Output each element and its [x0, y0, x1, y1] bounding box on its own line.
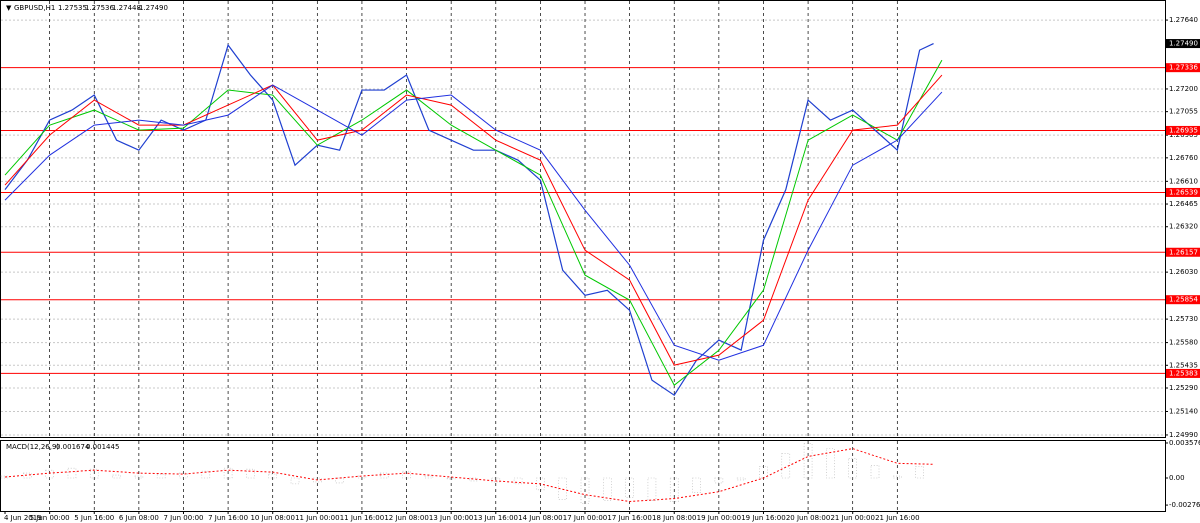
- x-tick-label: 19 Jun 16:00: [741, 514, 785, 522]
- y-tick-label: 0.00: [1169, 474, 1185, 482]
- macd-title: MACD(12,26,9): [6, 443, 59, 451]
- symbol-arrow: ▼: [6, 4, 12, 12]
- macd-value: 0.001674: [56, 443, 90, 451]
- macd-value: 0.001445: [86, 443, 119, 451]
- level-label: 1.25383: [1169, 369, 1198, 377]
- x-tick-label: 13 Jun 16:00: [474, 514, 518, 522]
- macd-bar: [848, 458, 857, 479]
- level-label: 1.26935: [1169, 126, 1198, 134]
- x-tick-label: 21 Jun 16:00: [875, 514, 919, 522]
- macd-bar: [870, 464, 880, 479]
- macd-bar: [826, 448, 835, 479]
- x-tick-label: 7 Jun 16:00: [208, 514, 248, 522]
- macd-bar: [45, 469, 54, 479]
- macd-bar: [893, 475, 902, 479]
- level-label-box: [1166, 63, 1200, 73]
- x-tick-label: 17 Jun 16:00: [607, 514, 651, 522]
- macd-bar: [759, 465, 768, 479]
- macd-bar: [669, 477, 679, 502]
- y-tick-label: 1.25435: [1169, 361, 1198, 369]
- macd-bar: [625, 477, 634, 498]
- last-price-label: 1.27490: [1169, 40, 1198, 48]
- macd-bar: [469, 477, 478, 482]
- x-tick-label: 21 Jun 00:00: [830, 514, 874, 522]
- last-price-box: [1166, 39, 1200, 49]
- level-label-box: [1166, 247, 1200, 257]
- x-tick-label: 13 Jun 00:00: [429, 514, 473, 522]
- y-tick-label: 1.27640: [1169, 16, 1198, 24]
- x-tick-label: 19 Jun 00:00: [697, 514, 741, 522]
- level-label: 1.27336: [1169, 64, 1198, 72]
- macd-bar: [446, 477, 456, 480]
- macd-bar: [0, 475, 10, 479]
- price-line: [4, 43, 934, 397]
- x-tick-label: 4 Jun 2019: [4, 514, 42, 522]
- macd-bar: [134, 475, 144, 479]
- x-tick-label: 20 Jun 08:00: [786, 514, 830, 522]
- x-tick-label: 14 Jun 08:00: [518, 514, 562, 522]
- x-tick-label: 12 Jun 08:00: [384, 514, 428, 522]
- y-tick-label: 1.27055: [1169, 108, 1198, 116]
- price-line: [4, 74, 943, 366]
- macd-bar: [379, 472, 389, 479]
- y-tick-label: 0.003576: [1169, 439, 1200, 447]
- macd-bar: [915, 465, 924, 479]
- chart-title: GBPUSD,H1: [14, 4, 55, 12]
- y-tick-label: 1.24990: [1169, 431, 1198, 439]
- ohlc-value: 1.27490: [139, 4, 168, 12]
- x-tick-label: 6 Jun 08:00: [119, 514, 159, 522]
- signal-line: [4, 448, 934, 503]
- y-tick-label: 1.25730: [1169, 315, 1198, 323]
- x-tick-label: 11 Jun 00:00: [295, 514, 339, 522]
- x-tick-label: 17 Jun 00:00: [563, 514, 607, 522]
- y-tick-label: 1.25140: [1169, 407, 1198, 415]
- macd-bar: [402, 470, 411, 479]
- level-label-box: [1166, 125, 1200, 135]
- macd-bar: [603, 477, 612, 501]
- x-tick-label: 11 Jun 16:00: [340, 514, 384, 522]
- y-tick-label: 1.26760: [1169, 154, 1198, 162]
- macd-bar: [357, 475, 367, 479]
- macd-bar: [23, 472, 32, 479]
- level-label-box: [1166, 187, 1200, 197]
- y-tick-label: 1.26905: [1169, 131, 1198, 139]
- y-tick-label: 1.25290: [1169, 384, 1198, 392]
- y-tick-label: 1.26320: [1169, 223, 1198, 231]
- x-tick-label: 18 Jun 08:00: [652, 514, 696, 522]
- x-tick-label: 5 Jun 00:00: [30, 514, 70, 522]
- macd-bar: [112, 474, 121, 479]
- macd-bar: [335, 477, 344, 484]
- level-label-box: [1166, 295, 1200, 305]
- macd-bar: [714, 477, 724, 484]
- macd-bar: [201, 470, 211, 479]
- ohlc-value: 1.27448: [112, 4, 141, 12]
- price-panel: [0, 0, 1166, 438]
- x-tick-label: 5 Jun 16:00: [74, 514, 114, 522]
- x-tick-label: 7 Jun 00:00: [163, 514, 203, 522]
- ohlc-value: 1.27536: [85, 4, 114, 12]
- macd-panel: [0, 440, 1166, 512]
- macd-bar: [803, 443, 813, 479]
- y-tick-label: 1.26465: [1169, 200, 1198, 208]
- level-label: 1.26157: [1169, 248, 1198, 256]
- level-label: 1.26539: [1169, 188, 1198, 196]
- macd-bar: [424, 475, 434, 479]
- level-label-box: [1166, 368, 1200, 378]
- y-tick-label: 1.27200: [1169, 85, 1198, 93]
- y-tick-label: 1.26610: [1169, 177, 1198, 185]
- x-tick-label: 10 Jun 08:00: [250, 514, 294, 522]
- macd-bar: [647, 477, 657, 501]
- ohlc-value: 1.27535: [58, 4, 87, 12]
- macd-bar: [179, 472, 188, 479]
- price-line: [4, 59, 943, 386]
- macd-bar: [736, 477, 746, 481]
- level-label: 1.25854: [1169, 296, 1198, 304]
- y-tick-label: 1.25580: [1169, 339, 1198, 347]
- price-line: [4, 84, 943, 361]
- y-tick-label: 1.26030: [1169, 268, 1198, 276]
